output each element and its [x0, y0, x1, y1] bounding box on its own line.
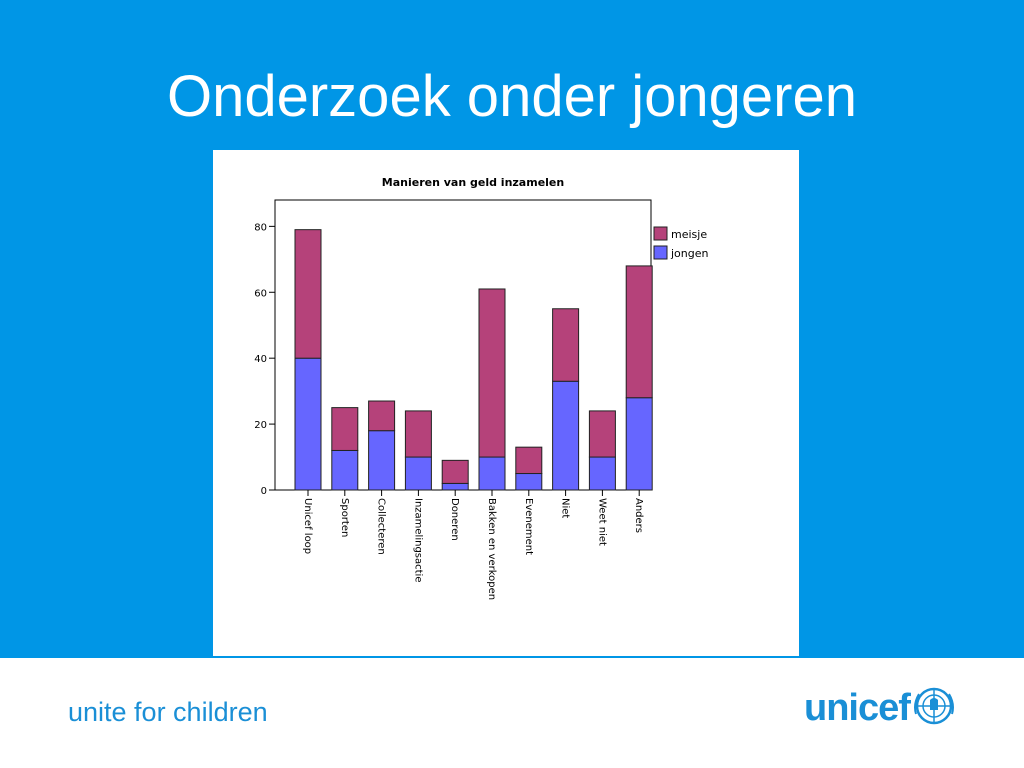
- x-tick-label: Collecteren: [376, 498, 387, 555]
- x-tick-label: Niet: [560, 498, 571, 518]
- bar-jongen: [441, 482, 469, 491]
- footer-tagline: unite for children: [68, 697, 268, 727]
- bar-meisje: [441, 459, 469, 484]
- x-tick-label: Doneren: [449, 498, 460, 541]
- chart-title: Manieren van geld inzamelen: [382, 176, 564, 189]
- bar-meisje: [625, 265, 653, 399]
- y-tick-label: 80: [254, 222, 267, 233]
- legend-label-jongen: jongen: [670, 247, 709, 260]
- bar-jongen: [294, 357, 322, 491]
- legend-swatch-jongen: [653, 245, 668, 260]
- x-tick-label: Sporten: [339, 498, 350, 537]
- y-tick-label: 0: [261, 486, 267, 497]
- x-tick-label: Anders: [633, 498, 644, 533]
- x-tick-label: Inzamelingsactie: [412, 498, 423, 583]
- bar-jongen: [625, 397, 653, 491]
- bar-meisje: [404, 410, 432, 458]
- bar-jongen: [478, 456, 506, 491]
- bar-meisje: [552, 308, 580, 382]
- x-tick-label: Unicef loop: [302, 498, 313, 554]
- bar-meisje: [478, 288, 506, 458]
- bar-jongen: [552, 380, 580, 491]
- x-tick-label: Bakken en verkopen: [486, 498, 497, 600]
- chart-panel: Manieren van geld inzamelen 0 20 40 60 80 Unic…: [213, 150, 799, 656]
- bar-meisje: [368, 400, 396, 432]
- bar-meisje: [331, 407, 359, 451]
- y-tick-label: 60: [254, 288, 267, 299]
- bar-jongen: [515, 473, 543, 491]
- bar-jongen: [331, 449, 359, 491]
- footer-bar: [0, 658, 1024, 768]
- bar-meisje: [294, 229, 322, 359]
- bar-meisje: [515, 446, 543, 475]
- stacked-bar-chart: Manieren van geld inzamelen 0 20 40 60 80 Unic…: [254, 176, 709, 600]
- x-tick-label: Weet niet: [596, 498, 607, 546]
- bar-jongen: [588, 456, 616, 491]
- x-tick-label: Evenement: [523, 498, 534, 555]
- bar-meisje: [588, 410, 616, 458]
- legend-swatch-meisje: [653, 226, 668, 241]
- bar-jongen: [368, 430, 396, 491]
- unicef-globe-icon: [914, 687, 954, 725]
- legend-label-meisje: meisje: [671, 228, 707, 241]
- slide-title: Onderzoek onder jongeren: [166, 64, 858, 129]
- y-tick-label: 40: [254, 354, 267, 365]
- unicef-logo-wordmark: unicef: [804, 687, 911, 729]
- bar-jongen: [404, 456, 432, 491]
- y-tick-label: 20: [254, 420, 267, 431]
